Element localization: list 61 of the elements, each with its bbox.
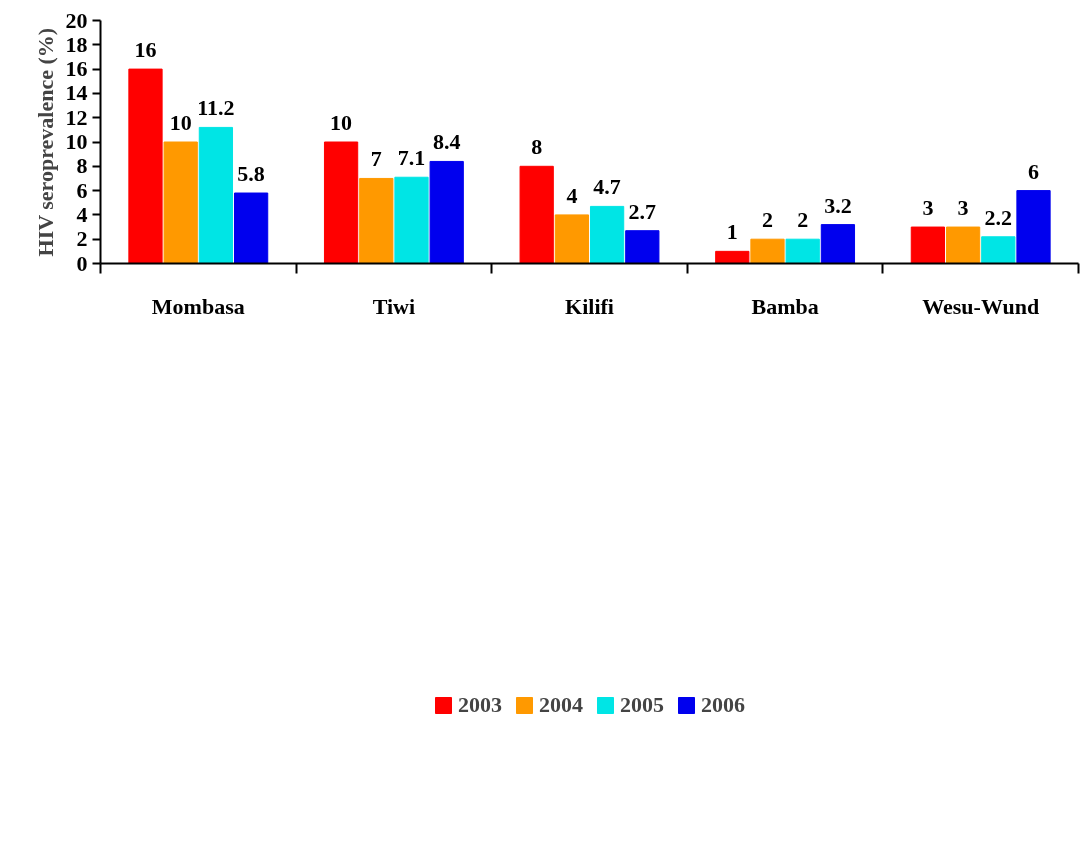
data-label: 4.7 <box>593 174 621 200</box>
bar <box>233 192 269 264</box>
data-label: 4 <box>566 182 578 208</box>
data-label: 2 <box>762 207 773 233</box>
bar <box>625 230 660 264</box>
data-label: 6 <box>1028 158 1040 184</box>
data-label: 10 <box>169 110 192 135</box>
bar <box>198 126 234 264</box>
bar <box>981 236 1016 264</box>
bar <box>429 160 464 264</box>
y-tick-label: 8 <box>76 153 88 179</box>
y-tick-label: 2 <box>76 226 88 252</box>
data-label: 7 <box>370 146 382 172</box>
data-label: 8 <box>531 134 543 160</box>
bar <box>1016 190 1051 264</box>
legend-label: 2003 <box>458 691 502 718</box>
bar <box>554 214 590 264</box>
y-tick-label: 10 <box>65 129 88 154</box>
bar <box>519 165 554 264</box>
bar <box>589 205 625 264</box>
y-tick-label: 12 <box>65 104 88 130</box>
x-tick-label: Tiwi <box>372 293 416 319</box>
legend-label: 2006 <box>701 691 745 718</box>
bar <box>394 176 429 264</box>
data-label: 2 <box>797 207 809 233</box>
y-tick-label: 18 <box>65 31 88 57</box>
data-label: 7.1 <box>397 145 426 171</box>
bar <box>163 141 198 264</box>
y-tick-label: 14 <box>65 80 88 106</box>
data-label: 11.2 <box>197 95 235 121</box>
legend-label: 2004 <box>539 691 583 718</box>
y-tick-label: 20 <box>65 7 88 33</box>
data-label: 3 <box>957 195 969 221</box>
bar <box>750 238 785 264</box>
x-tick-label: Bamba <box>751 293 819 319</box>
bar <box>945 226 981 264</box>
data-label: 3.2 <box>824 192 852 218</box>
y-axis-title: HIV seroprevalence (%) <box>32 27 58 257</box>
data-label: 2.2 <box>984 204 1013 230</box>
data-label: 1 <box>726 219 738 245</box>
data-label: 8.4 <box>432 129 461 155</box>
y-tick-label: 16 <box>65 56 88 82</box>
bar <box>910 226 946 264</box>
x-tick-label: Kilifi <box>565 293 614 319</box>
bar <box>323 141 359 264</box>
bar <box>785 238 820 264</box>
x-tick-label: Wesu-Wund <box>922 293 1040 319</box>
y-tick-label: 6 <box>76 177 88 203</box>
data-label: 16 <box>134 37 157 63</box>
legend-label: 2005 <box>620 691 664 718</box>
x-tick-label: Mombasa <box>151 293 245 319</box>
bar <box>820 224 856 264</box>
bar <box>715 250 750 264</box>
bar <box>128 68 163 264</box>
data-label: 2.7 <box>628 198 657 224</box>
y-tick-label: 4 <box>76 201 88 227</box>
data-label: 10 <box>330 110 353 135</box>
data-label: 3 <box>922 195 934 221</box>
bar <box>359 177 394 264</box>
y-tick-label: 0 <box>76 250 88 276</box>
data-label: 5.8 <box>237 161 265 187</box>
